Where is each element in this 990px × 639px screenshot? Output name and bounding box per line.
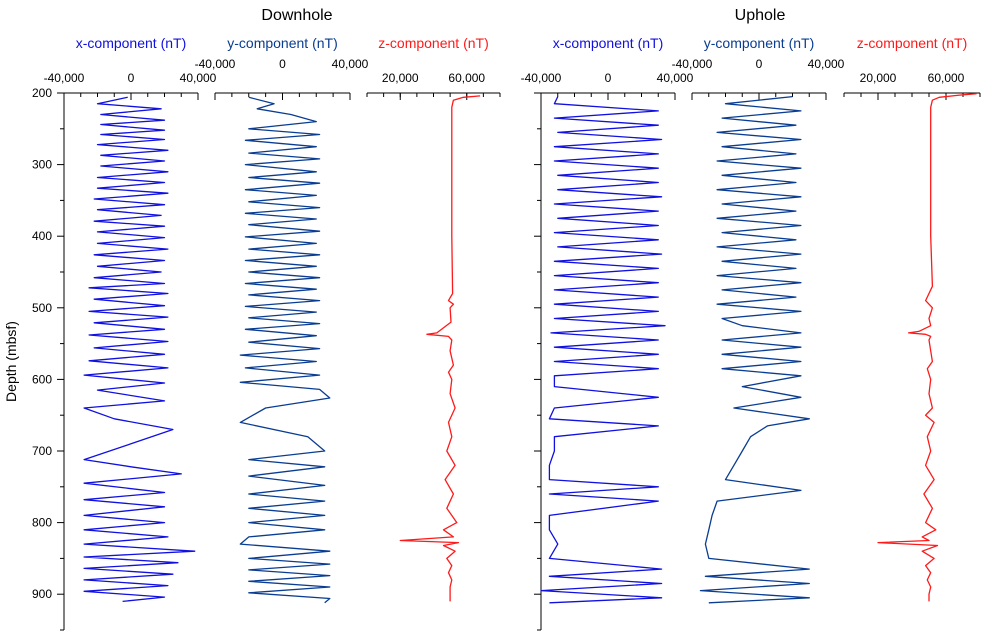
downhole-y-tick-label: 40,000 [332, 57, 369, 71]
depth-tick-label: 800 [32, 516, 52, 530]
uphole-y-tick-label: 40,000 [808, 57, 845, 71]
uphole-y-tick-label: -40,000 [672, 57, 713, 71]
y-axis-label: Depth (mbsf) [3, 321, 19, 402]
downhole-x-tick-label: 40,000 [180, 71, 217, 85]
downhole-y-label: y-component (nT) [227, 35, 337, 51]
uphole-z-series-line [877, 93, 977, 602]
uphole-y-tick-label: 0 [756, 57, 763, 71]
uphole-x-label: x-component (nT) [553, 35, 663, 51]
uphole-y-label: y-component (nT) [704, 35, 814, 51]
downhole-x-label: x-component (nT) [76, 35, 186, 51]
downhole-z-label: z-component (nT) [378, 35, 488, 51]
downhole-y-tick-label: -40,000 [195, 57, 236, 71]
downhole-z-series-line [399, 95, 481, 602]
downhole-z-tick-label: 20,000 [382, 71, 419, 85]
depth-tick-label: 300 [32, 158, 52, 172]
uphole-x-tick-label: -40,000 [521, 71, 562, 85]
downhole-x-tick-label: -40,000 [44, 71, 85, 85]
depth-tick-label: 400 [32, 229, 52, 243]
downhole-x-tick-label: 0 [128, 71, 135, 85]
downhole-z-tick-label: 60,000 [448, 71, 485, 85]
depth-tick-label: 700 [32, 444, 52, 458]
downhole-y-series-line [239, 96, 331, 604]
uphole-x-series-line [540, 96, 666, 604]
uphole-z-tick-label: 60,000 [928, 71, 965, 85]
uphole-title: Uphole [735, 7, 786, 24]
uphole-z-tick-label: 20,000 [860, 71, 897, 85]
uphole-y-series-line [699, 95, 810, 604]
downhole-title: Downhole [261, 7, 332, 24]
uphole-z-label: z-component (nT) [857, 35, 967, 51]
uphole-x-tick-label: 0 [605, 71, 612, 85]
depth-tick-label: 900 [32, 587, 52, 601]
depth-tick-label: 500 [32, 301, 52, 315]
depth-tick-label: 600 [32, 372, 52, 386]
depth-tick-label: 200 [32, 86, 52, 100]
downhole-x-series-line [83, 96, 196, 603]
uphole-x-tick-label: 40,000 [657, 71, 694, 85]
downhole-y-tick-label: 0 [279, 57, 286, 71]
